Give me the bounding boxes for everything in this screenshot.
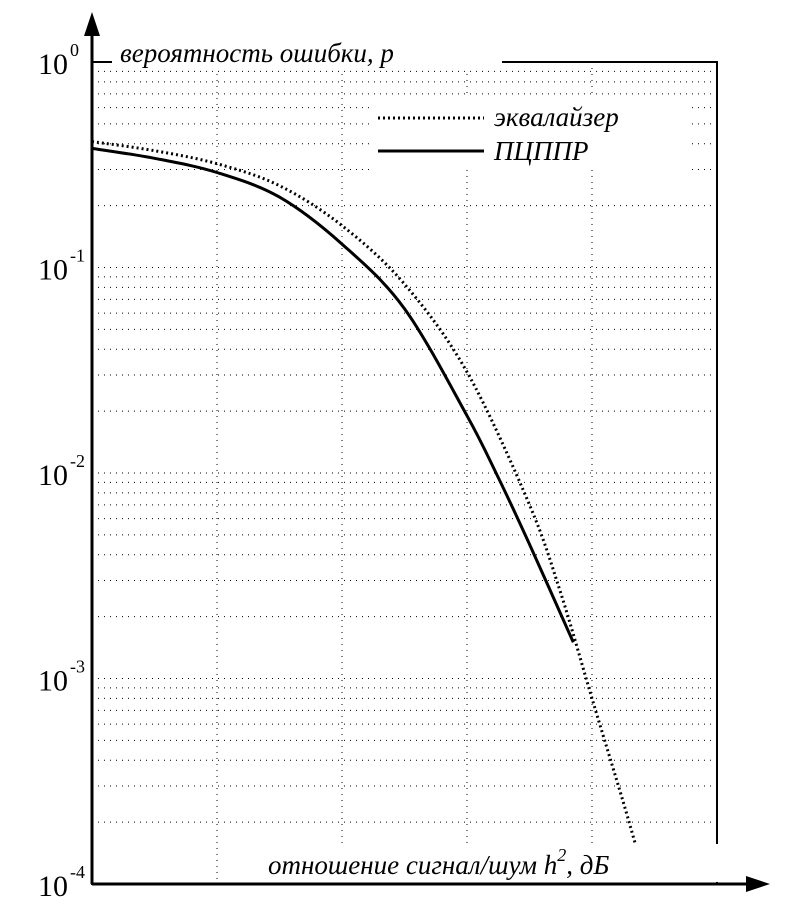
grid	[92, 62, 717, 884]
y-tick-label: 10 -4	[38, 862, 85, 903]
axes	[84, 12, 770, 892]
y-tick-base: 10	[38, 665, 68, 698]
y-axis-label: вероятность ошибки, p	[120, 38, 394, 68]
y-tick-label: 10 -2	[38, 451, 85, 492]
series-line-equalizer	[91, 140, 644, 869]
x-axis-label-tail: , дБ	[566, 850, 609, 880]
y-axis-arrow	[84, 12, 100, 36]
y-tick-exponent: -2	[70, 451, 85, 471]
y-tick-label: 10 -3	[38, 657, 85, 698]
legend-label-pcppr: ПЦППР	[493, 136, 589, 166]
y-tick-exponent: -4	[70, 862, 85, 882]
y-tick-label: 10 0	[38, 40, 79, 81]
legend-label-equalizer: эквалайзер	[494, 102, 619, 132]
x-axis-label: отношение сигнал/шум h2, дБ	[268, 845, 609, 880]
y-tick-exponent: -3	[70, 657, 85, 677]
legend-background	[372, 96, 692, 170]
y-tick-base: 10	[38, 48, 68, 81]
y-tick-exponent: -1	[70, 246, 85, 266]
x-axis-label-sup: 2	[557, 845, 566, 865]
y-tick-label: 10 -1	[38, 246, 85, 287]
xlabel-background	[262, 844, 742, 882]
x-axis-label-main: отношение сигнал/шум h	[268, 850, 557, 880]
y-tick-exponent: 0	[70, 40, 79, 60]
y-tick-base: 10	[38, 254, 68, 287]
y-tick-base: 10	[38, 870, 68, 903]
series-line-pcppr	[91, 146, 575, 643]
legend: эквалайзер ПЦППР	[372, 96, 692, 170]
ylabel-background	[112, 36, 502, 70]
y-tick-base: 10	[38, 459, 68, 492]
x-axis-arrow	[746, 876, 770, 892]
series-layer	[91, 140, 644, 869]
